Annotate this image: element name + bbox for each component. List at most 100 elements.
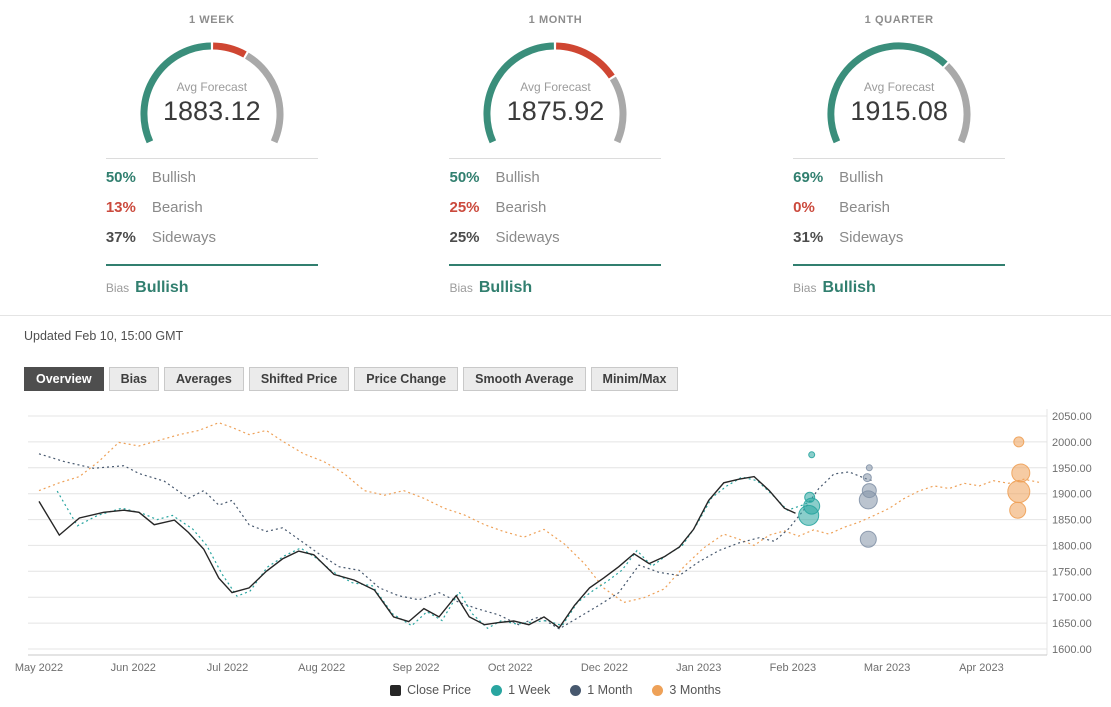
svg-text:2050.00: 2050.00 xyxy=(1052,411,1092,423)
chart-legend: Close Price 1 Week 1 Month 3 Months xyxy=(0,683,1111,697)
bias-label: Bias xyxy=(793,281,817,295)
accent-underline xyxy=(105,264,318,266)
forecast-panel-1-quarter: 1 QUARTER Avg Forecast 1915.08 69% Bulli… xyxy=(793,14,1006,297)
svg-text:Jul 2022: Jul 2022 xyxy=(207,662,249,674)
gauge-arc xyxy=(140,42,284,144)
tab-minim-max[interactable]: Minim/Max xyxy=(590,367,679,391)
tab-overview[interactable]: Overview xyxy=(24,367,104,391)
sideways-percent: 37% xyxy=(105,229,136,246)
sideways-row: 37% Sideways xyxy=(106,229,318,259)
bullish-row: 50% Bullish xyxy=(449,169,661,199)
bearish-label: Bearish xyxy=(151,199,203,216)
svg-text:1950.00: 1950.00 xyxy=(1052,463,1092,475)
forecast-gauge: Avg Forecast 1915.08 xyxy=(814,36,984,148)
svg-text:Jan 2023: Jan 2023 xyxy=(676,662,721,674)
sideways-percent: 31% xyxy=(793,229,824,246)
bullish-percent: 69% xyxy=(793,169,824,186)
svg-text:2000.00: 2000.00 xyxy=(1052,437,1092,449)
gauge-arc xyxy=(483,42,627,144)
svg-text:1750.00: 1750.00 xyxy=(1052,566,1092,578)
bias-label: Bias xyxy=(105,281,130,295)
bias-row: Bias Bullish xyxy=(793,279,1005,297)
panel-title: 1 MONTH xyxy=(528,14,583,26)
legend-marker xyxy=(491,684,503,696)
bias-row: Bias Bullish xyxy=(106,279,318,297)
chart-area: 2050.00 2000.00 1950.00 1900.00 1850.00 1800.… xyxy=(0,403,1111,681)
svg-text:Feb 2023: Feb 2023 xyxy=(770,662,816,674)
avg-forecast-label: Avg Forecast xyxy=(176,80,248,94)
tab-averages[interactable]: Averages xyxy=(164,367,244,391)
legend-item-1-month[interactable]: 1 Month xyxy=(570,683,632,697)
bullish-row: 50% Bullish xyxy=(106,169,318,199)
avg-forecast-label: Avg Forecast xyxy=(863,80,935,94)
svg-text:Oct 2022: Oct 2022 xyxy=(488,662,533,674)
accent-underline xyxy=(793,264,1006,266)
svg-text:1600.00: 1600.00 xyxy=(1052,644,1092,656)
bearish-percent: 0% xyxy=(793,199,815,216)
legend-marker xyxy=(652,684,664,696)
legend-marker xyxy=(390,684,402,696)
legend-item-1-week[interactable]: 1 Week xyxy=(491,683,550,697)
legend-label: 1 Month xyxy=(587,683,633,697)
forecast-chart: 2050.00 2000.00 1950.00 1900.00 1850.00 1800.… xyxy=(15,409,1092,674)
svg-text:1900.00: 1900.00 xyxy=(1052,489,1092,501)
forecast-panels: 1 WEEK Avg Forecast 1883.12 50% Bullish … xyxy=(0,0,1111,297)
svg-text:Jun 2022: Jun 2022 xyxy=(111,662,156,674)
svg-text:1650.00: 1650.00 xyxy=(1052,618,1092,630)
bullish-row: 69% Bullish xyxy=(793,169,1005,199)
avg-forecast-value: 1875.92 xyxy=(506,96,605,126)
svg-text:Sep 2022: Sep 2022 xyxy=(392,662,439,674)
divider xyxy=(793,158,1006,159)
sideways-row: 31% Sideways xyxy=(793,229,1005,259)
panel-title: 1 QUARTER xyxy=(864,14,934,26)
bearish-label: Bearish xyxy=(495,199,547,216)
bias-row: Bias Bullish xyxy=(449,279,661,297)
sideways-label: Sideways xyxy=(495,229,560,246)
divider xyxy=(449,158,662,159)
tab-shifted-price[interactable]: Shifted Price xyxy=(248,367,350,391)
forecast-gauge: Avg Forecast 1875.92 xyxy=(470,36,640,148)
svg-text:1800.00: 1800.00 xyxy=(1052,540,1092,552)
forecast-panel-1-month: 1 MONTH Avg Forecast 1875.92 50% Bullish… xyxy=(449,14,662,297)
svg-text:1700.00: 1700.00 xyxy=(1052,592,1092,604)
tab-price-change[interactable]: Price Change xyxy=(354,367,459,391)
sideways-label: Sideways xyxy=(839,229,904,246)
svg-text:May 2022: May 2022 xyxy=(15,662,63,674)
sideways-row: 25% Sideways xyxy=(449,229,661,259)
legend-marker xyxy=(570,684,582,696)
accent-underline xyxy=(449,264,662,266)
chart-tabs: Overview Bias Averages Shifted Price Price C… xyxy=(24,367,1111,391)
tab-bias[interactable]: Bias xyxy=(108,367,159,391)
bullish-percent: 50% xyxy=(449,169,480,186)
avg-forecast-value: 1915.08 xyxy=(850,96,948,126)
svg-text:1850.00: 1850.00 xyxy=(1052,515,1092,527)
svg-text:Mar 2023: Mar 2023 xyxy=(864,662,910,674)
sideways-label: Sideways xyxy=(151,229,217,246)
bearish-row: 0% Bearish xyxy=(793,199,1005,229)
tab-smooth-average[interactable]: Smooth Average xyxy=(463,367,586,391)
bias-value: Bullish xyxy=(135,279,189,296)
legend-label: 3 Months xyxy=(669,683,721,697)
updated-timestamp: Updated Feb 10, 15:00 GMT xyxy=(24,329,184,343)
bearish-row: 13% Bearish xyxy=(106,199,318,229)
svg-text:Aug 2022: Aug 2022 xyxy=(298,662,345,674)
bullish-label: Bullish xyxy=(495,169,540,186)
svg-text:Dec 2022: Dec 2022 xyxy=(581,662,628,674)
gauge-arc xyxy=(827,42,971,144)
legend-item-close-price[interactable]: Close Price xyxy=(390,683,471,697)
forecast-gauge: Avg Forecast 1883.12 xyxy=(127,36,297,148)
bearish-row: 25% Bearish xyxy=(449,199,661,229)
sideways-percent: 25% xyxy=(449,229,480,246)
bias-value: Bullish xyxy=(478,279,533,296)
legend-label: Close Price xyxy=(407,683,472,697)
divider xyxy=(105,158,318,159)
bearish-percent: 25% xyxy=(449,199,480,216)
avg-forecast-label: Avg Forecast xyxy=(520,80,591,94)
bias-label: Bias xyxy=(449,281,473,295)
legend-item-3-months[interactable]: 3 Months xyxy=(652,683,721,697)
panel-title: 1 WEEK xyxy=(188,14,235,26)
updated-section: Updated Feb 10, 15:00 GMT xyxy=(0,315,1111,343)
bearish-label: Bearish xyxy=(839,199,890,216)
forecast-panel-1-week: 1 WEEK Avg Forecast 1883.12 50% Bullish … xyxy=(105,14,318,297)
